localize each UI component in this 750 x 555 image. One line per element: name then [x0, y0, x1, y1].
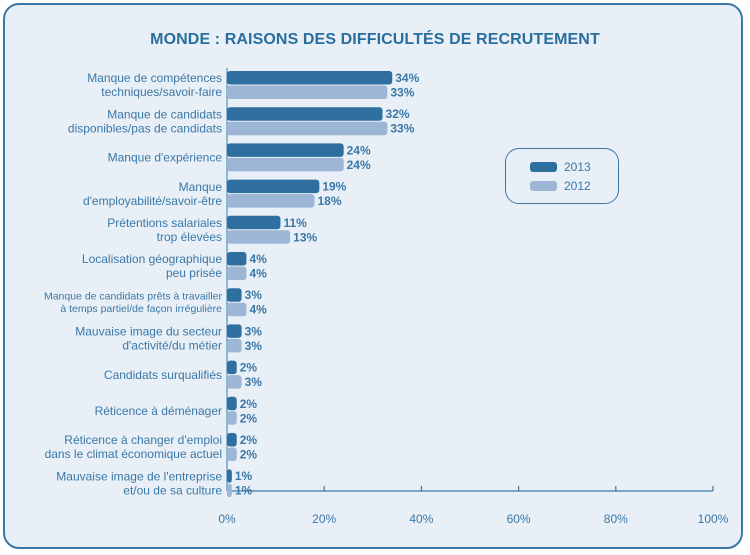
bar-2013 [227, 143, 344, 157]
data-label-2013: 32% [386, 107, 410, 121]
category-label: Réticence à déménager [95, 404, 222, 418]
x-tick-label: 100% [698, 512, 729, 526]
bar-2012 [227, 157, 344, 172]
category-label: Manque de candidats prêts à travailler [44, 291, 223, 303]
category-label: disponibles/pas de candidats [68, 121, 222, 135]
bar-2012 [227, 447, 237, 461]
category-label: à temps partiel/de façon irrégulière [60, 303, 222, 315]
bar-2013 [227, 396, 237, 411]
data-label-2013: 3% [245, 288, 263, 302]
category-label: Manque de compétences [87, 71, 222, 85]
data-label-2012: 1% [235, 484, 253, 498]
data-label-2012: 33% [390, 122, 414, 136]
x-tick-label: 20% [312, 512, 336, 526]
legend: 2013 2012 [505, 148, 619, 204]
category-label: trop élevées [157, 230, 222, 244]
data-label-2012: 2% [240, 411, 258, 425]
data-label-2012: 24% [347, 158, 371, 172]
legend-swatch-2012 [530, 181, 557, 191]
bar-2012 [227, 375, 242, 389]
category-label: dans le climat économique actuel [45, 447, 222, 461]
data-label-2012: 4% [249, 303, 267, 317]
bar-2012 [227, 302, 247, 317]
category-label: Prétentions salariales [107, 216, 222, 230]
x-tick-label: 40% [409, 512, 433, 526]
bar-2013 [227, 469, 232, 483]
category-label: techniques/savoir-faire [101, 85, 222, 99]
legend-label-2013: 2013 [564, 160, 591, 174]
category-label: et/ou de sa culture [123, 483, 222, 497]
category-label: Mauvaise image de l'entreprise [56, 469, 222, 483]
x-tick-label: 60% [507, 512, 531, 526]
bar-2013 [227, 360, 237, 375]
bar-2013 [227, 324, 242, 338]
category-label: Mauvaise image du secteur [75, 325, 222, 339]
bar-2012 [227, 85, 388, 99]
bar-2012 [227, 411, 237, 425]
category-label: Manque de candidats [107, 107, 222, 121]
bar-2013 [227, 252, 247, 266]
category-label: Réticence à changer d'emploi [64, 433, 222, 447]
bar-2013 [227, 71, 393, 85]
category-label: peu prisée [166, 266, 222, 280]
bar-2013 [227, 215, 281, 230]
data-label-2013: 2% [240, 433, 258, 447]
data-label-2013: 19% [322, 180, 346, 194]
bar-2012 [227, 338, 242, 353]
legend-swatch-2013 [530, 162, 557, 172]
bar-2012 [227, 266, 247, 280]
bar-2012 [227, 194, 315, 208]
bar-2013 [227, 433, 237, 447]
data-label-2013: 3% [245, 324, 263, 338]
data-label-2013: 11% [283, 216, 307, 230]
category-label: d'activité/du métier [122, 339, 222, 353]
legend-item-2013: 2013 [530, 160, 591, 174]
bar-2012 [227, 483, 232, 498]
data-label-2012: 33% [390, 86, 414, 100]
data-label-2012: 4% [249, 267, 267, 281]
bar-2012 [227, 230, 291, 244]
data-label-2012: 18% [317, 194, 341, 208]
category-label: Manque d'expérience [108, 151, 223, 165]
category-label: Localisation géographique [82, 252, 222, 266]
data-label-2012: 3% [245, 375, 263, 389]
category-label: Manque [179, 180, 223, 194]
data-label-2012: 3% [245, 339, 263, 353]
data-label-2012: 13% [293, 230, 317, 244]
bar-2013 [227, 179, 320, 194]
legend-label-2012: 2012 [564, 179, 591, 193]
data-label-2012: 2% [240, 448, 258, 462]
bar-2013 [227, 107, 383, 121]
data-label-2013: 34% [395, 71, 419, 85]
data-label-2013: 2% [240, 397, 258, 411]
bar-2013 [227, 288, 242, 302]
legend-item-2012: 2012 [530, 179, 591, 193]
x-tick-label: 0% [218, 512, 236, 526]
bar-2012 [227, 121, 388, 136]
data-label-2013: 1% [235, 469, 253, 483]
data-label-2013: 24% [347, 143, 371, 157]
data-label-2013: 2% [240, 361, 258, 375]
category-label: Candidats surqualifiés [104, 368, 222, 382]
category-label: d'employabilité/savoir-être [83, 194, 222, 208]
x-tick-label: 80% [604, 512, 628, 526]
chart-title: MONDE : RAISONS DES DIFFICULTÉS DE RECRU… [150, 31, 600, 48]
data-label-2013: 4% [249, 252, 267, 266]
